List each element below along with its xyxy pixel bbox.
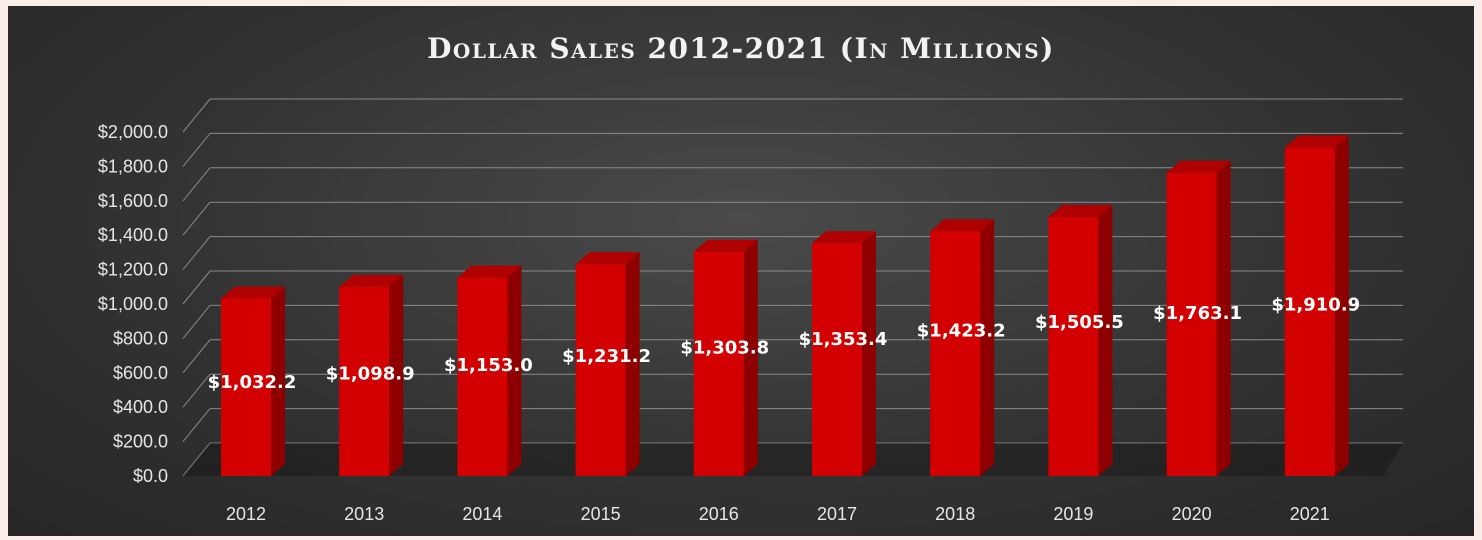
x-tick-label: 2020: [1172, 504, 1212, 524]
data-label: $1,505.5: [1035, 312, 1124, 333]
x-tick-label: 2013: [344, 504, 384, 524]
bar: [1284, 135, 1349, 476]
data-labels: $1,032.2 $1,098.9 $1,153.0 $1,231.2 $1,303.8…: [208, 295, 1361, 393]
bar: [812, 231, 876, 476]
x-tick-label: 2016: [699, 504, 739, 524]
y-tick-label: $400.0: [113, 397, 168, 417]
bar: [693, 239, 758, 476]
x-tick-label: 2017: [817, 504, 857, 524]
bar: [339, 274, 404, 476]
y-axis-ticks: $0.0 $200.0 $400.0 $600.0 $800.0 $1,000.0 $1,2…: [98, 122, 168, 486]
bars: [221, 135, 1349, 476]
data-label: $1,423.2: [917, 320, 1006, 341]
chart-title: Dollar Sales 2012-2021 (In Millions): [427, 32, 1055, 65]
x-tick-label: 2012: [226, 504, 266, 524]
y-tick-label: $2,000.0: [98, 122, 168, 142]
gridline: [182, 132, 1403, 167]
data-label: $1,231.2: [562, 346, 651, 367]
y-tick-label: $800.0: [113, 328, 168, 348]
data-label: $1,763.1: [1153, 303, 1242, 324]
bar: [221, 286, 285, 476]
bar: [1048, 205, 1113, 476]
bar: [1166, 160, 1231, 476]
x-tick-label: 2018: [935, 504, 975, 524]
bar: [575, 252, 640, 476]
y-tick-label: $1,800.0: [98, 156, 168, 176]
y-tick-label: $1,200.0: [98, 260, 168, 280]
y-tick-label: $1,400.0: [98, 225, 168, 245]
x-tick-label: 2015: [581, 504, 621, 524]
bar-chart: $0.0 $200.0 $400.0 $600.0 $800.0 $1,000.0 $1,2…: [98, 98, 1403, 524]
x-axis-ticks: 2012 2013 2014 2015 2016 2017 2018 2019 2020 2021: [226, 504, 1330, 524]
y-tick-label: $200.0: [113, 432, 168, 452]
y-tick-label: $0.0: [133, 466, 168, 486]
x-tick-label: 2014: [462, 504, 502, 524]
y-tick-label: $600.0: [113, 363, 168, 383]
data-label: $1,098.9: [326, 363, 415, 384]
data-label: $1,153.0: [444, 355, 533, 376]
chart-area: Dollar Sales 2012-2021 (In Millions) $0.…: [8, 6, 1474, 536]
bar: [930, 219, 995, 476]
data-label: $1,910.9: [1271, 295, 1360, 316]
x-tick-label: 2021: [1290, 504, 1330, 524]
gridline: [182, 98, 1403, 133]
y-tick-label: $1,000.0: [98, 294, 168, 314]
y-tick-label: $1,600.0: [98, 191, 168, 211]
x-tick-label: 2019: [1053, 504, 1093, 524]
data-label: $1,032.2: [208, 372, 297, 393]
bar: [457, 265, 522, 476]
data-label: $1,353.4: [799, 329, 888, 350]
data-label: $1,303.8: [680, 338, 769, 359]
